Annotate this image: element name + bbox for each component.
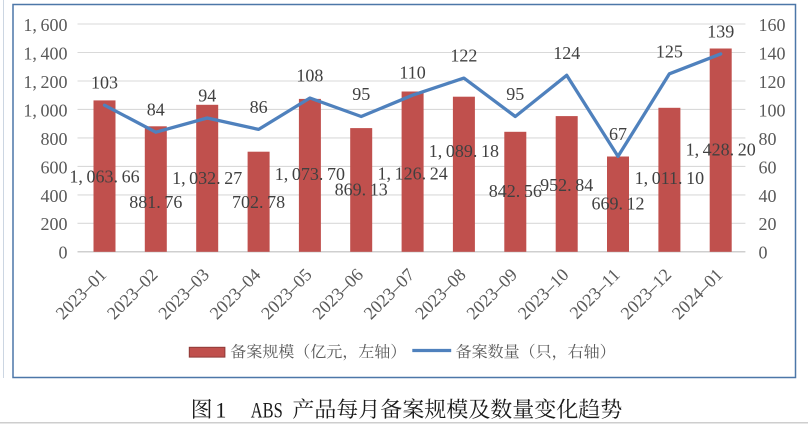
svg-text:200: 200: [41, 214, 68, 234]
svg-text:881. 76: 881. 76: [129, 192, 182, 212]
svg-text:1, 063. 66: 1, 063. 66: [69, 167, 139, 187]
svg-text:1: 1: [215, 398, 226, 423]
svg-text:1, 400: 1, 400: [23, 43, 67, 63]
svg-text:1, 600: 1, 600: [23, 15, 67, 35]
svg-text:160: 160: [759, 15, 786, 35]
svg-text:86: 86: [250, 97, 268, 117]
svg-text:95: 95: [506, 84, 524, 104]
svg-text:125: 125: [656, 41, 683, 61]
svg-text:800: 800: [41, 129, 68, 149]
svg-text:702. 78: 702. 78: [232, 192, 285, 212]
svg-text:139: 139: [707, 21, 734, 41]
svg-text:95: 95: [352, 84, 370, 104]
svg-text:1, 126. 24: 1, 126. 24: [377, 164, 447, 184]
svg-text:122: 122: [450, 46, 477, 66]
svg-text:842. 56: 842. 56: [489, 181, 542, 201]
svg-text:0: 0: [759, 243, 768, 263]
svg-text:600: 600: [41, 157, 68, 177]
svg-text:1, 200: 1, 200: [23, 72, 67, 92]
svg-text:100: 100: [759, 100, 786, 120]
svg-text:103: 103: [91, 73, 118, 93]
svg-text:67: 67: [609, 124, 627, 144]
svg-text:ABS: ABS: [251, 398, 283, 423]
svg-text:869. 13: 869. 13: [335, 180, 388, 200]
svg-text:1, 428. 20: 1, 428. 20: [686, 140, 756, 160]
svg-text:80: 80: [759, 129, 777, 149]
svg-text:952. 84: 952. 84: [540, 175, 593, 195]
svg-text:0: 0: [59, 243, 68, 263]
svg-text:1, 073. 70: 1, 073. 70: [275, 164, 345, 184]
svg-text:120: 120: [759, 72, 786, 92]
svg-text:108: 108: [296, 66, 323, 86]
svg-text:40: 40: [759, 186, 777, 206]
svg-text:124: 124: [553, 43, 580, 63]
svg-text:400: 400: [41, 186, 68, 206]
svg-text:669. 12: 669. 12: [591, 194, 644, 214]
svg-text:84: 84: [147, 100, 165, 120]
svg-text:1, 011. 10: 1, 011. 10: [635, 168, 705, 188]
svg-text:140: 140: [759, 43, 786, 63]
svg-text:20: 20: [759, 214, 777, 234]
svg-text:110: 110: [399, 63, 425, 83]
svg-text:94: 94: [198, 86, 216, 106]
svg-text:60: 60: [759, 157, 777, 177]
svg-text:1, 000: 1, 000: [23, 100, 67, 120]
svg-text:1, 089. 18: 1, 089. 18: [429, 141, 499, 161]
svg-text:1, 032. 27: 1, 032. 27: [172, 168, 242, 188]
